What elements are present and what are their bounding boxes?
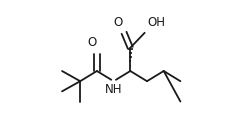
Text: OH: OH: [148, 16, 166, 29]
Text: NH: NH: [105, 83, 122, 96]
Text: O: O: [87, 36, 96, 49]
Text: O: O: [113, 16, 122, 29]
